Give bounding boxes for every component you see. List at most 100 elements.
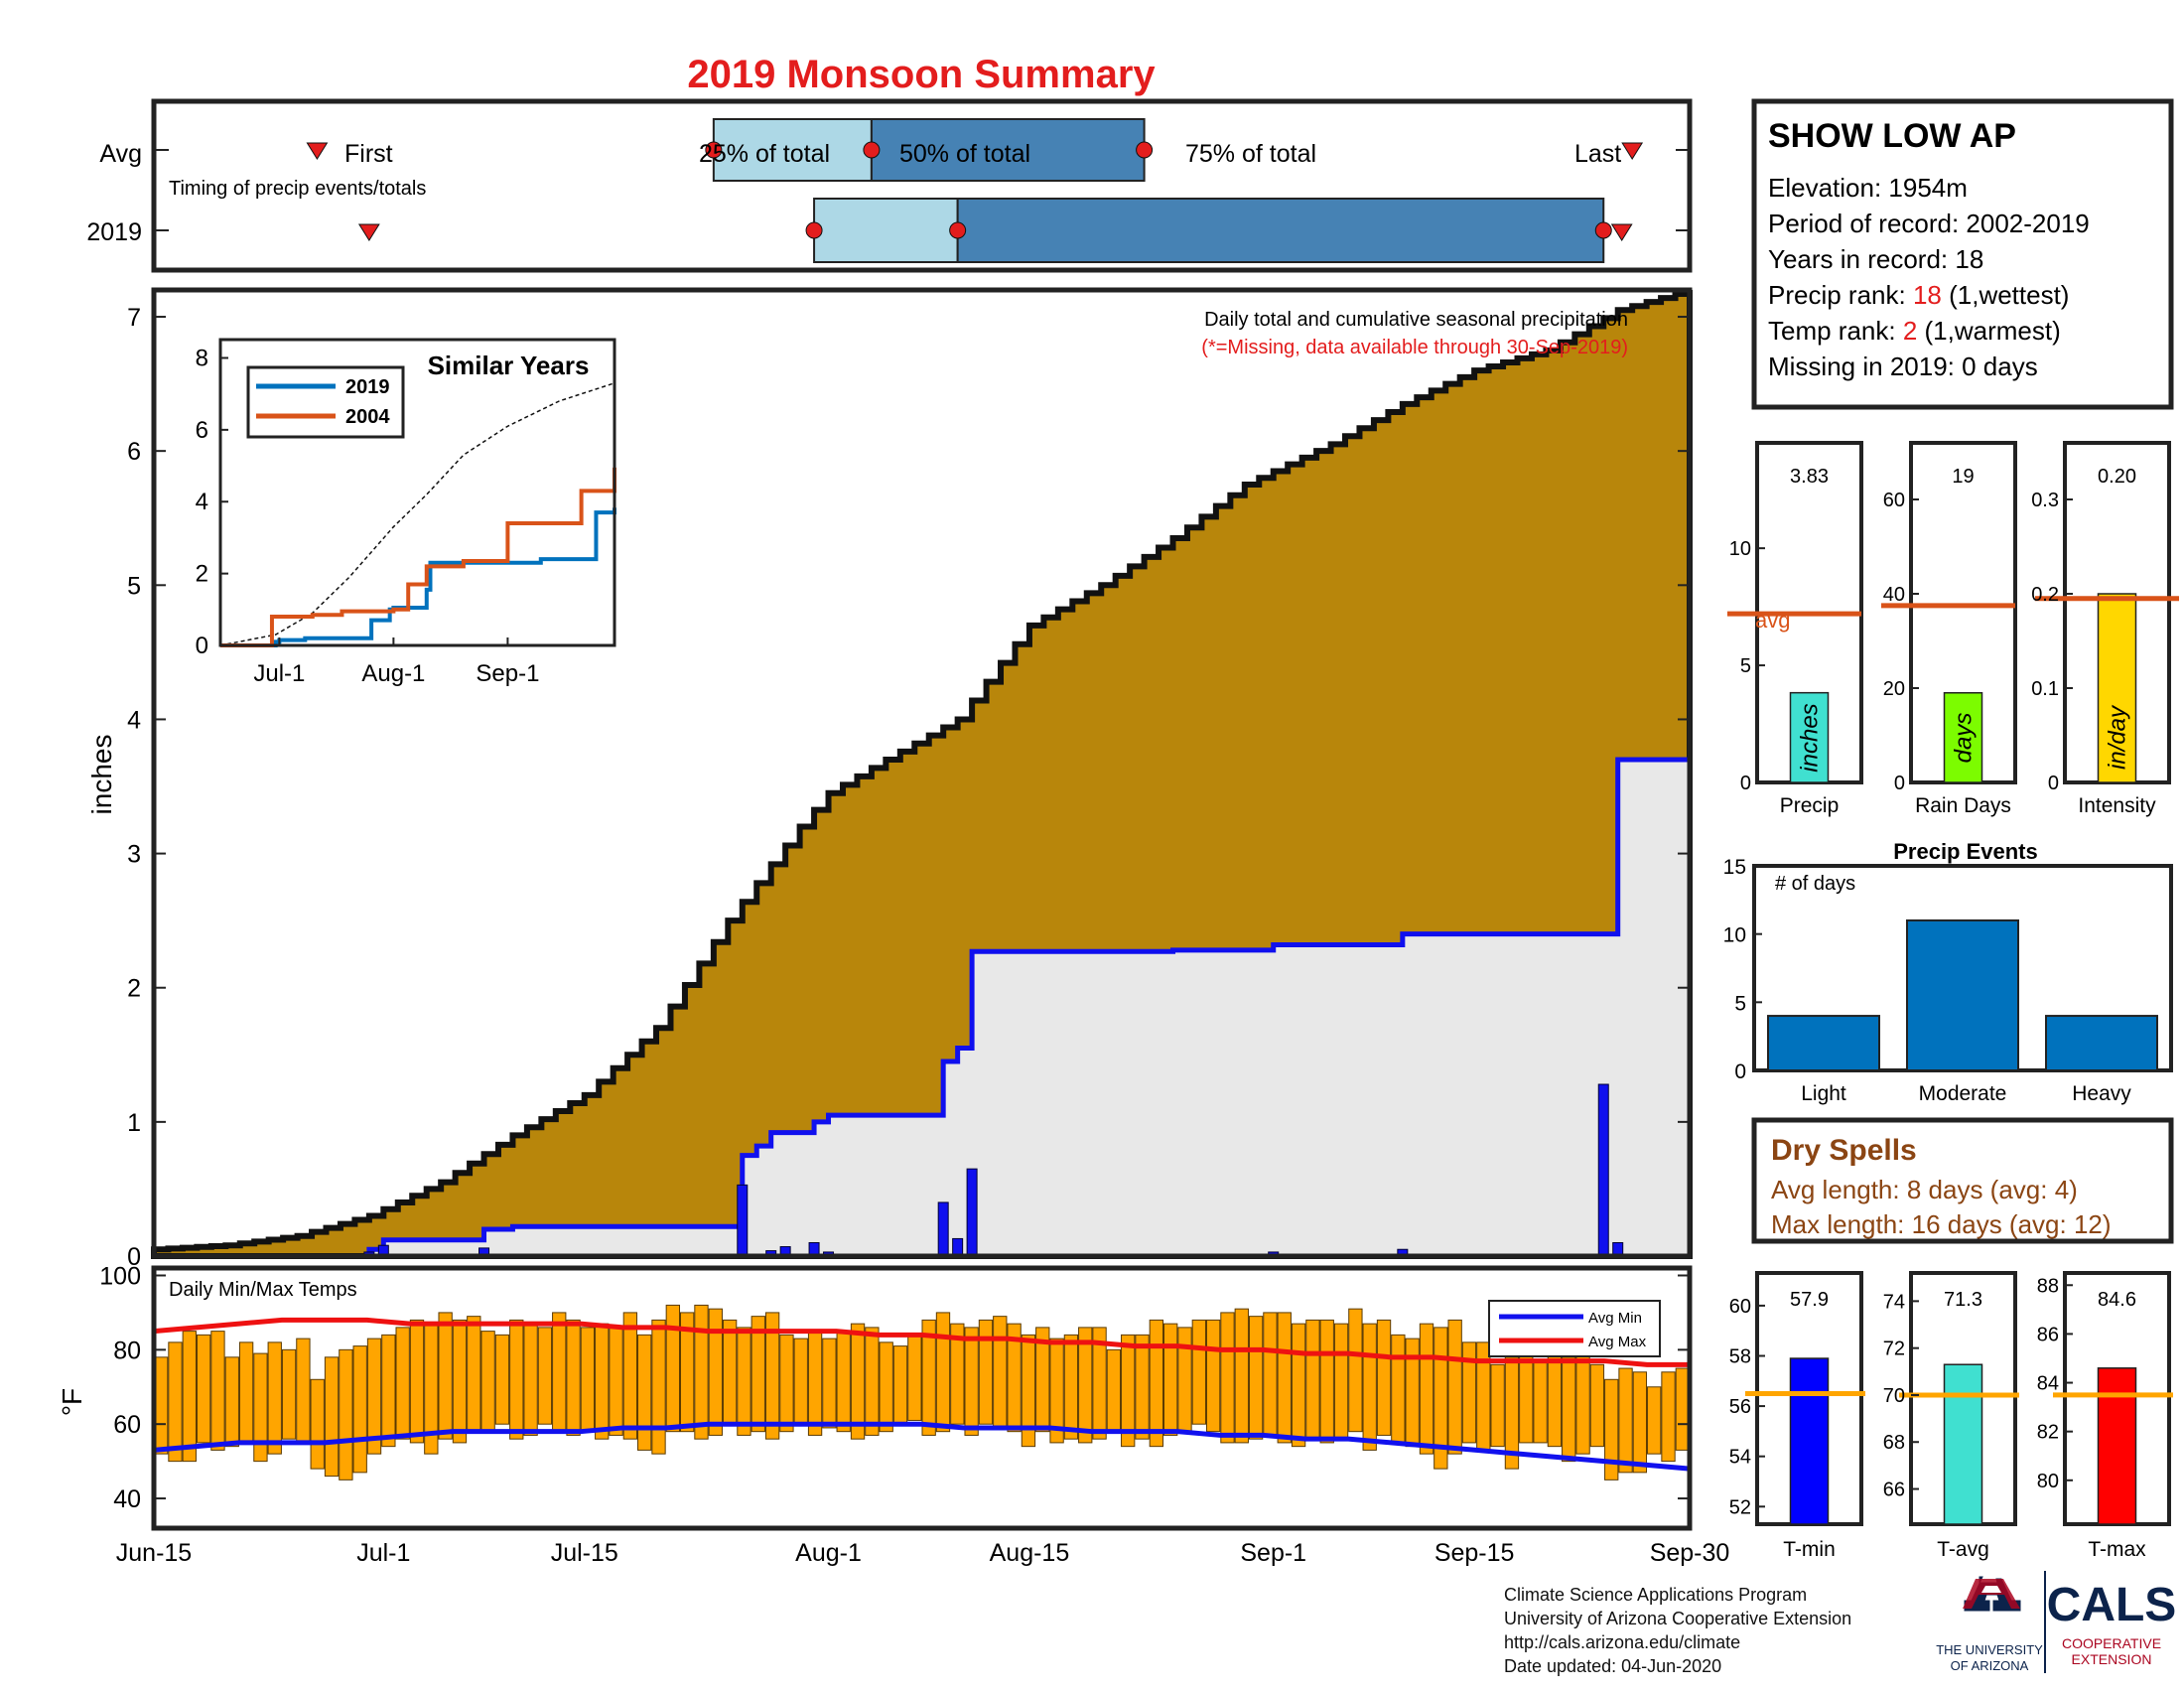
temp-range-bar xyxy=(1419,1323,1434,1455)
event-bar xyxy=(1767,1015,1880,1071)
temp-range-bar xyxy=(637,1334,652,1451)
temp-panel-y-tick-label: 88 xyxy=(2037,1275,2059,1297)
event-bar xyxy=(2045,1015,2158,1071)
summary-value: 3.83 xyxy=(1790,466,1829,488)
x-tick-label: Jul-1 xyxy=(356,1539,410,1567)
y2019-box-50-75 xyxy=(956,198,1605,263)
dry-spells-box: Dry Spells Avg length: 8 days (avg: 4) M… xyxy=(1751,1117,2174,1244)
temp-panel-y-tick-label: 82 xyxy=(2037,1422,2059,1444)
avg-box-50-75 xyxy=(870,118,1146,182)
temp-range-bar xyxy=(993,1316,1008,1429)
temp-range-bar xyxy=(253,1352,268,1463)
temp-range-bar xyxy=(1362,1323,1377,1451)
summary-unit: inches xyxy=(1797,703,1824,772)
timing-row-2019: 2019 xyxy=(86,218,142,246)
temp-range-bar xyxy=(595,1323,610,1440)
ua-logo-line1: THE UNIVERSITY xyxy=(1936,1642,2043,1657)
temp-title: Daily Min/Max Temps xyxy=(169,1279,357,1301)
timing-first-label: First xyxy=(344,140,393,168)
temp-range-bar xyxy=(1092,1327,1107,1440)
station-temp-rank: Temp rank: 2 (1,warmest) xyxy=(1768,316,2061,346)
temp-summary-value: 57.9 xyxy=(1790,1289,1829,1311)
temp-range-bar xyxy=(494,1334,510,1425)
temp-range-bar xyxy=(1391,1334,1406,1444)
temp-y-tick-label: 60 xyxy=(113,1411,141,1439)
temp-range-bar xyxy=(651,1319,666,1455)
temp-range-bar xyxy=(1604,1378,1619,1481)
temp-range-bar xyxy=(679,1312,695,1433)
temp-summary-label: T-min xyxy=(1783,1538,1836,1561)
footer-line-2: University of Arizona Cooperative Extens… xyxy=(1504,1609,1852,1628)
temp-range-bar xyxy=(822,1338,837,1429)
event-bar xyxy=(1906,918,2019,1072)
temp-summary-value: 84.6 xyxy=(2098,1289,2136,1311)
inset-ticks: 0 2 4 6 8 Jul-1 Aug-1 Sep-1 xyxy=(196,345,540,687)
event-y-tick-label: 5 xyxy=(1734,992,1746,1015)
timing-marks xyxy=(154,118,1690,263)
temp-range-bar xyxy=(409,1319,425,1444)
timing-p50-label: 50% of total xyxy=(899,140,1030,168)
station-name: SHOW LOW AP xyxy=(1768,117,2016,155)
y-tick-label: 7 xyxy=(127,304,141,332)
cals-logo: CALS COOPERATIVE EXTENSION xyxy=(2047,1579,2177,1667)
temp-axis-ticks: 40 60 80 100 xyxy=(99,1262,1690,1513)
temperature-chart: 40 60 80 100 Daily Min/Max Temps °F Avg Min… xyxy=(57,1262,1693,1531)
temp-range-bar xyxy=(1562,1356,1576,1463)
university-of-arizona-logo: THE UNIVERSITY OF ARIZONA xyxy=(1936,1576,2043,1673)
temp-range-bar xyxy=(467,1316,481,1433)
temp-range-bar xyxy=(1035,1327,1050,1433)
summary-value: 19 xyxy=(1952,466,1974,488)
daily-precip-bar xyxy=(737,1184,749,1257)
similar-years-inset: Similar Years 2019 2004 0 2 4 6 8 Jul-1 Aug-1 S… xyxy=(196,338,616,687)
x-tick-label: Sep-1 xyxy=(1240,1539,1306,1567)
summary-y-tick-label: 0.1 xyxy=(2031,678,2059,700)
dry-spells-avg: Avg length: 8 days (avg: 4) xyxy=(1771,1175,2078,1204)
temp-range-bar xyxy=(1177,1327,1192,1433)
temp-summary-bar xyxy=(2097,1367,2137,1525)
temp-range-bar xyxy=(509,1319,524,1440)
temp-range-bar xyxy=(879,1341,893,1433)
temp-range-bar xyxy=(1305,1319,1320,1440)
footer-url[interactable]: http://cals.arizona.edu/climate xyxy=(1504,1632,1741,1652)
cumulative-2019-area xyxy=(154,742,1693,1259)
temp-y-tick-label: 80 xyxy=(113,1337,141,1364)
summary-y-tick-label: 60 xyxy=(1883,490,1905,511)
temp-summary-bar xyxy=(1789,1357,1830,1525)
summary-avg-label: avg xyxy=(1755,608,1790,633)
precip-events-panel: Precip Events # of days Light Moderate Hea… xyxy=(1723,839,2173,1105)
inset-x-tick-label: Sep-1 xyxy=(476,660,539,687)
cals-coop-line2: EXTENSION xyxy=(2072,1651,2152,1667)
temp-range-bar xyxy=(807,1331,823,1436)
summary-y-tick-label: 5 xyxy=(1740,655,1751,677)
temp-range-bar xyxy=(1205,1319,1221,1433)
temp-range-bar xyxy=(850,1323,866,1440)
temp-range-bar xyxy=(1135,1334,1150,1440)
temp-y-tick-label: 40 xyxy=(113,1485,141,1513)
inset-line-2004 xyxy=(220,467,616,647)
temp-range-bar xyxy=(438,1312,453,1440)
main-axis-ticks: Jun-15 Jul-1 Jul-15 Aug-1 Aug-15 Sep-1 Sep-15 S… xyxy=(116,304,1730,1567)
summary-y-tick-label: 20 xyxy=(1883,678,1905,700)
legend-avg-max: Avg Max xyxy=(1588,1334,1647,1350)
temp-range-bar xyxy=(950,1323,965,1425)
avg-first-marker xyxy=(306,142,329,160)
temp-range-bar xyxy=(566,1319,581,1436)
events-title: Precip Events xyxy=(1893,839,2038,864)
summary-label: Rain Days xyxy=(1915,794,2011,817)
block-a-icon xyxy=(1963,1576,2021,1612)
temp-range-bar xyxy=(580,1327,596,1433)
avg-min-line xyxy=(153,1421,1691,1472)
temp-range-bar xyxy=(1589,1363,1605,1448)
temp-range-bar xyxy=(523,1323,538,1436)
y-tick-label: 0 xyxy=(127,1243,141,1271)
temp-range-bar xyxy=(1447,1319,1462,1455)
cals-coop-line1: COOPERATIVE xyxy=(2062,1635,2161,1651)
temp-range-bar xyxy=(238,1341,254,1444)
temp-panel-y-tick-label: 70 xyxy=(1883,1385,1905,1407)
event-y-tick-label: 15 xyxy=(1723,856,1746,879)
x-tick-label: Sep-15 xyxy=(1434,1539,1515,1567)
inset-y-tick-label: 6 xyxy=(196,417,208,444)
temp-range-bar xyxy=(296,1338,311,1444)
avg-last-marker xyxy=(1621,142,1644,160)
temp-range-bars xyxy=(154,1304,1690,1481)
